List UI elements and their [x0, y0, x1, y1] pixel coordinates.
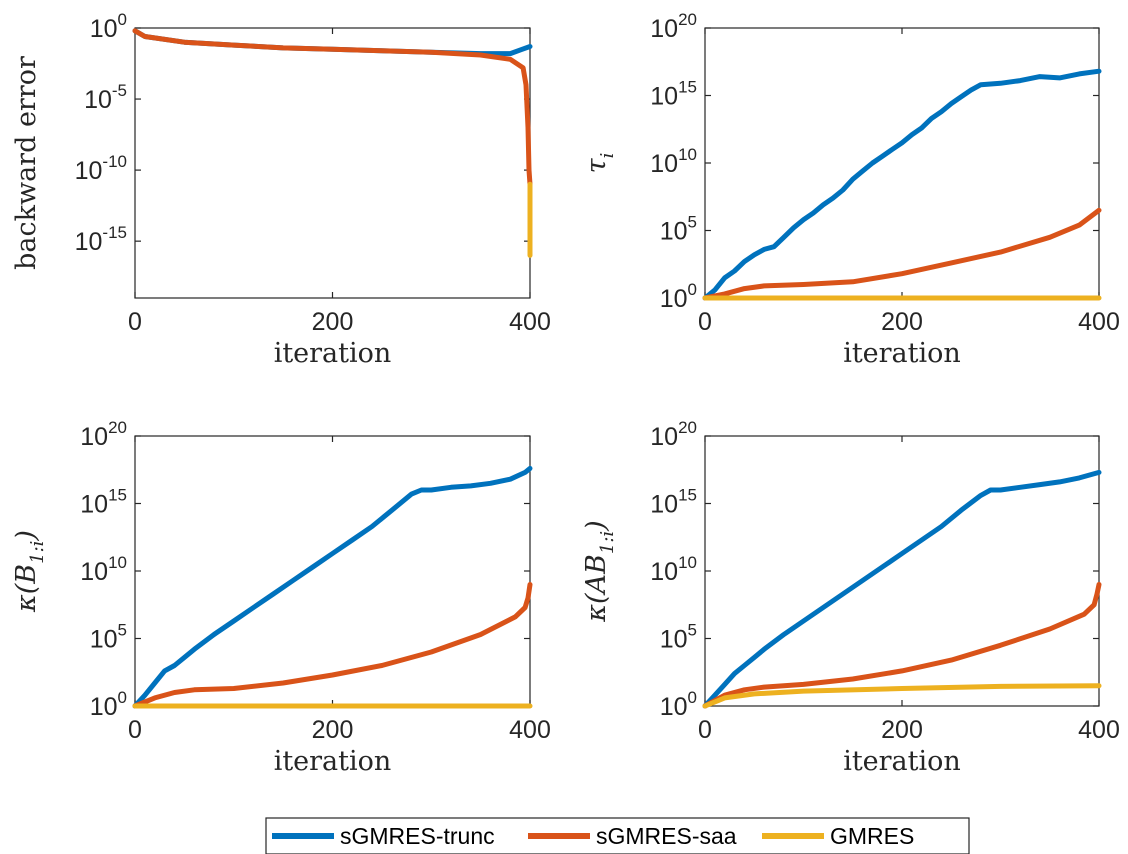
series-line-sgmres-trunc [702, 469, 1102, 709]
y-tick-label: 100 [660, 688, 697, 721]
x-tick-label: 0 [128, 716, 142, 744]
x-axis-label: iteration [274, 338, 392, 369]
series-line-sgmres-saa [132, 28, 533, 187]
legend-label: sGMRES-trunc [340, 823, 495, 849]
axes-frame [704, 27, 1100, 299]
series-line-sgmres-trunc [132, 465, 533, 709]
y-tick-label: 1010 [80, 553, 127, 586]
y-tick-label: 1015 [80, 486, 127, 519]
x-axis-label: iteration [274, 746, 392, 777]
y-tick-label: 100 [90, 10, 127, 43]
legend-label: sGMRES-saa [596, 823, 737, 849]
y-tick-label: 1010 [650, 145, 697, 178]
y-tick-label: 1020 [650, 418, 697, 451]
axes-frame [134, 435, 531, 707]
y-tick-label: 1015 [650, 78, 697, 111]
x-tick-label: 400 [1078, 308, 1120, 336]
panel-backward-error: 0 200 400 100 10-5 10-10 10-15 iteration backwar… [11, 10, 551, 369]
panel-kappa-ab: 0 200 400 100 105 1010 1015 1020 iteration κ(AB1:… [581, 418, 1120, 777]
panel-kappa-b: 0 200 400 100 105 1010 1015 1020 iteration κ(B1:i… [11, 418, 551, 777]
x-tick-label: 0 [698, 716, 712, 744]
y-tick-label: 105 [660, 213, 697, 246]
y-tick-label: 1020 [80, 418, 127, 451]
series-line-sgmres-trunc [702, 68, 1102, 301]
legend-label: GMRES [830, 823, 914, 849]
x-tick-label: 400 [509, 716, 551, 744]
y-axis-label: κ(AB1:i) [581, 520, 618, 622]
x-tick-label: 200 [312, 716, 354, 744]
x-tick-label: 0 [128, 308, 142, 336]
y-tick-label: 10-10 [75, 152, 127, 185]
y-tick-label: 105 [90, 621, 127, 654]
y-tick-label: 10-15 [75, 223, 127, 256]
y-axis-label: κ(B1:i) [11, 530, 48, 613]
series-line-sgmres-saa [702, 207, 1102, 301]
axes-frame [134, 27, 531, 299]
x-tick-label: 400 [1078, 716, 1120, 744]
y-tick-label: 1015 [650, 486, 697, 519]
y-tick-label: 10-5 [84, 81, 127, 114]
x-tick-label: 200 [312, 308, 354, 336]
panel-tau: 0 200 400 100 105 1010 1015 1020 iteration τi [581, 10, 1120, 369]
x-axis-label: iteration [843, 746, 961, 777]
series-line-sgmres-saa [132, 582, 533, 709]
x-tick-label: 200 [881, 308, 923, 336]
y-axis-label: backward error [11, 56, 42, 270]
y-axis-label: τi [581, 153, 618, 174]
y-tick-label: 105 [660, 621, 697, 654]
x-tick-label: 400 [509, 308, 551, 336]
y-tick-label: 1010 [650, 553, 697, 586]
axes-frame [704, 435, 1100, 707]
y-tick-label: 1020 [650, 10, 697, 43]
series-line-sgmres-saa [702, 582, 1102, 709]
series-line-gmres [702, 683, 1102, 709]
y-tick-label: 100 [90, 688, 127, 721]
x-axis-label: iteration [843, 338, 961, 369]
x-tick-label: 0 [698, 308, 712, 336]
x-tick-label: 200 [881, 716, 923, 744]
y-tick-label: 100 [660, 280, 697, 313]
legend: sGMRES-trunc sGMRES-saa GMRES [265, 817, 970, 854]
legend-box [265, 817, 970, 854]
